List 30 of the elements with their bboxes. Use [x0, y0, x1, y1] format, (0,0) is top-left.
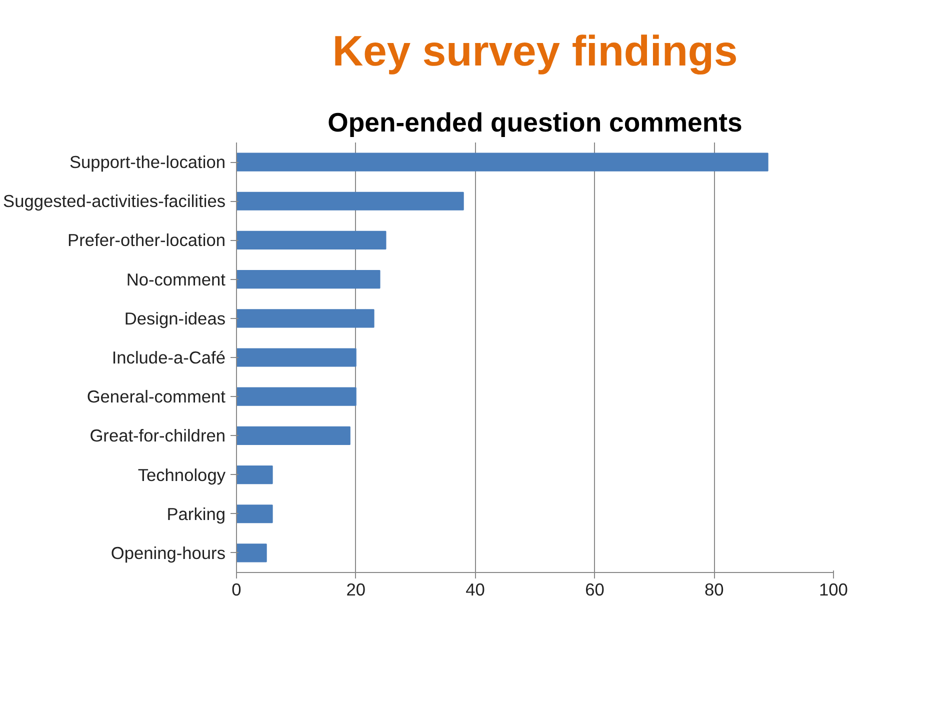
- y-tick-label: Design-ideas: [124, 308, 226, 328]
- chart-title: Key survey findings: [332, 28, 738, 76]
- bar: [236, 426, 350, 445]
- y-tick-label: Suggested-activities-facilities: [3, 191, 226, 212]
- bar: [236, 544, 267, 562]
- bar: [236, 192, 464, 210]
- y-tick-label: Opening-hours: [110, 542, 226, 563]
- chart-subtitle: Open-ended question comments: [328, 108, 742, 138]
- bar: [236, 270, 380, 289]
- y-tick-label: No-comment: [126, 269, 226, 290]
- y-tick-label: General-comment: [86, 386, 226, 407]
- bar: [236, 465, 273, 484]
- x-tick-label: 100: [819, 580, 848, 600]
- y-tick-label: Technology: [138, 464, 226, 485]
- bar: [236, 230, 386, 250]
- bar: [236, 309, 374, 328]
- bar: [236, 387, 356, 406]
- y-tick-label: Include-a-Café: [112, 348, 226, 368]
- x-tick-label: 40: [466, 580, 485, 600]
- bar: [236, 504, 273, 524]
- y-tick-label: Great-for-children: [90, 426, 226, 446]
- x-tick-label: 0: [232, 580, 242, 600]
- y-tick-label: Parking: [166, 504, 226, 524]
- x-tick-label: 20: [346, 580, 366, 600]
- x-tick-label: 60: [585, 580, 604, 600]
- y-tick-label: Prefer-other-location: [68, 230, 226, 250]
- bar: [236, 348, 356, 367]
- bar: [236, 152, 768, 172]
- x-tick-label: 80: [704, 580, 724, 600]
- y-tick-label: Support-the-location: [69, 152, 226, 172]
